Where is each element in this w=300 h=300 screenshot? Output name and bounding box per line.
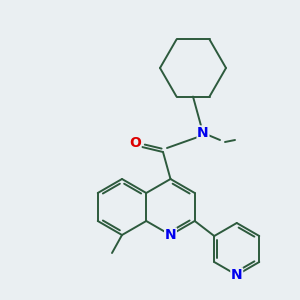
Text: N: N bbox=[197, 126, 209, 140]
Text: N: N bbox=[231, 268, 243, 282]
Text: O: O bbox=[129, 136, 141, 150]
Text: N: N bbox=[165, 228, 176, 242]
